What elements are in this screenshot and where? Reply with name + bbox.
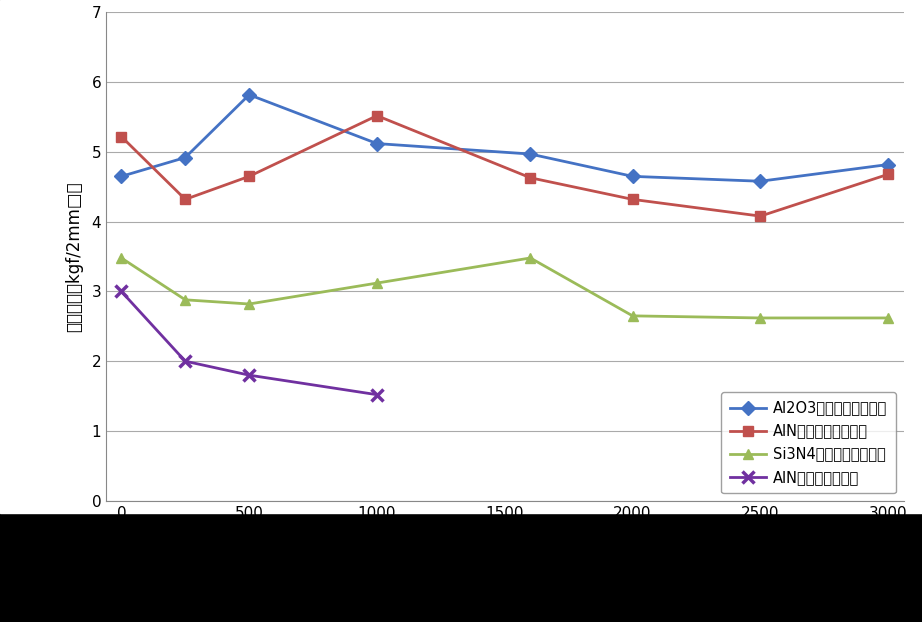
- Si3N4基板：活性金属系: [755, 314, 766, 322]
- Si3N4基板：活性金属系: [627, 312, 638, 320]
- Si3N4基板：活性金属系: [372, 279, 383, 287]
- Al2O3基板：活性金属系: [755, 177, 766, 185]
- AlN基板：活性金属系: [372, 112, 383, 119]
- Line: AlN基板：ガラス系: AlN基板：ガラス系: [115, 285, 384, 401]
- Si3N4基板：活性金属系: [525, 254, 536, 262]
- Y-axis label: 密着強度［kgf/2mm□］: 密着強度［kgf/2mm□］: [65, 181, 83, 332]
- AlN基板：活性金属系: [755, 212, 766, 220]
- Si3N4基板：活性金属系: [882, 314, 893, 322]
- Al2O3基板：活性金属系: [882, 160, 893, 168]
- Al2O3基板：活性金属系: [372, 140, 383, 147]
- AlN基板：ガラス系: [180, 358, 191, 365]
- X-axis label: Cycle: Cycle: [478, 527, 532, 545]
- AlN基板：活性金属系: [627, 196, 638, 203]
- Si3N4基板：活性金属系: [243, 300, 254, 308]
- AlN基板：活性金属系: [525, 174, 536, 182]
- AlN基板：活性金属系: [882, 170, 893, 178]
- AlN基板：ガラス系: [372, 391, 383, 399]
- Legend: Al2O3基板：活性金属系, AlN基板：活性金属系, Si3N4基板：活性金属系, AlN基板：ガラス系: Al2O3基板：活性金属系, AlN基板：活性金属系, Si3N4基板：活性金属…: [721, 392, 896, 493]
- AlN基板：活性金属系: [243, 173, 254, 180]
- Line: Si3N4基板：活性金属系: Si3N4基板：活性金属系: [116, 253, 893, 323]
- AlN基板：活性金属系: [116, 133, 127, 141]
- Al2O3基板：活性金属系: [116, 173, 127, 180]
- Al2O3基板：活性金属系: [627, 173, 638, 180]
- Line: Al2O3基板：活性金属系: Al2O3基板：活性金属系: [116, 90, 893, 186]
- AlN基板：ガラス系: [116, 288, 127, 295]
- AlN基板：活性金属系: [180, 196, 191, 203]
- Si3N4基板：活性金属系: [116, 254, 127, 262]
- Al2O3基板：活性金属系: [525, 151, 536, 158]
- Line: AlN基板：活性金属系: AlN基板：活性金属系: [116, 111, 893, 221]
- AlN基板：ガラス系: [243, 371, 254, 379]
- Si3N4基板：活性金属系: [180, 296, 191, 304]
- Al2O3基板：活性金属系: [180, 154, 191, 161]
- Al2O3基板：活性金属系: [243, 91, 254, 98]
